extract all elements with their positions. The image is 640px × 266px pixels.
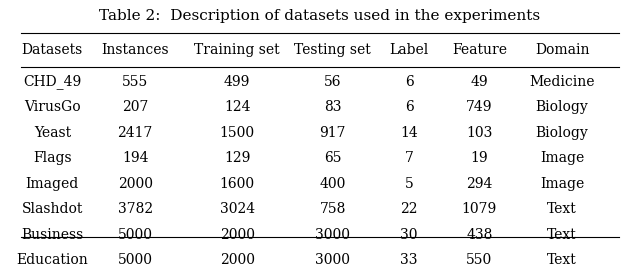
Text: 1500: 1500: [220, 126, 255, 140]
Text: 5: 5: [405, 177, 413, 190]
Text: 3782: 3782: [118, 202, 153, 216]
Text: 1079: 1079: [461, 202, 497, 216]
Text: 917: 917: [319, 126, 346, 140]
Text: 22: 22: [401, 202, 418, 216]
Text: 749: 749: [466, 100, 493, 114]
Text: 49: 49: [470, 74, 488, 89]
Text: 207: 207: [122, 100, 148, 114]
Text: Instances: Instances: [101, 43, 169, 57]
Text: 3024: 3024: [220, 202, 255, 216]
Text: 1600: 1600: [220, 177, 255, 190]
Text: Biology: Biology: [536, 126, 589, 140]
Text: 7: 7: [404, 151, 413, 165]
Text: 2417: 2417: [118, 126, 153, 140]
Text: 30: 30: [401, 228, 418, 242]
Text: 103: 103: [466, 126, 493, 140]
Text: 14: 14: [401, 126, 418, 140]
Text: Flags: Flags: [33, 151, 72, 165]
Text: 6: 6: [405, 100, 413, 114]
Text: 3000: 3000: [316, 228, 350, 242]
Text: 5000: 5000: [118, 253, 153, 266]
Text: VirusGo: VirusGo: [24, 100, 81, 114]
Text: 555: 555: [122, 74, 148, 89]
Text: 438: 438: [466, 228, 493, 242]
Text: Image: Image: [540, 177, 584, 190]
Text: Yeast: Yeast: [34, 126, 71, 140]
Text: 3000: 3000: [316, 253, 350, 266]
Text: Medicine: Medicine: [529, 74, 595, 89]
Text: 124: 124: [224, 100, 250, 114]
Text: Feature: Feature: [452, 43, 507, 57]
Text: Business: Business: [21, 228, 83, 242]
Text: 294: 294: [466, 177, 493, 190]
Text: CHD_49: CHD_49: [23, 74, 81, 89]
Text: Table 2:  Description of datasets used in the experiments: Table 2: Description of datasets used in…: [99, 9, 541, 23]
Text: 5000: 5000: [118, 228, 153, 242]
Text: Slashdot: Slashdot: [22, 202, 83, 216]
Text: 129: 129: [224, 151, 250, 165]
Text: 2000: 2000: [118, 177, 153, 190]
Text: Education: Education: [17, 253, 88, 266]
Text: 194: 194: [122, 151, 148, 165]
Text: Domain: Domain: [535, 43, 589, 57]
Text: 499: 499: [224, 74, 250, 89]
Text: Text: Text: [547, 202, 577, 216]
Text: 400: 400: [319, 177, 346, 190]
Text: Testing set: Testing set: [294, 43, 371, 57]
Text: Biology: Biology: [536, 100, 589, 114]
Text: Label: Label: [390, 43, 429, 57]
Text: 33: 33: [401, 253, 418, 266]
Text: 6: 6: [405, 74, 413, 89]
Text: Datasets: Datasets: [22, 43, 83, 57]
Text: 758: 758: [319, 202, 346, 216]
Text: 2000: 2000: [220, 228, 255, 242]
Text: 550: 550: [466, 253, 492, 266]
Text: 2000: 2000: [220, 253, 255, 266]
Text: Text: Text: [547, 228, 577, 242]
Text: Text: Text: [547, 253, 577, 266]
Text: 65: 65: [324, 151, 342, 165]
Text: Training set: Training set: [195, 43, 280, 57]
Text: 83: 83: [324, 100, 342, 114]
Text: Image: Image: [540, 151, 584, 165]
Text: 56: 56: [324, 74, 342, 89]
Text: Imaged: Imaged: [26, 177, 79, 190]
Text: 19: 19: [470, 151, 488, 165]
